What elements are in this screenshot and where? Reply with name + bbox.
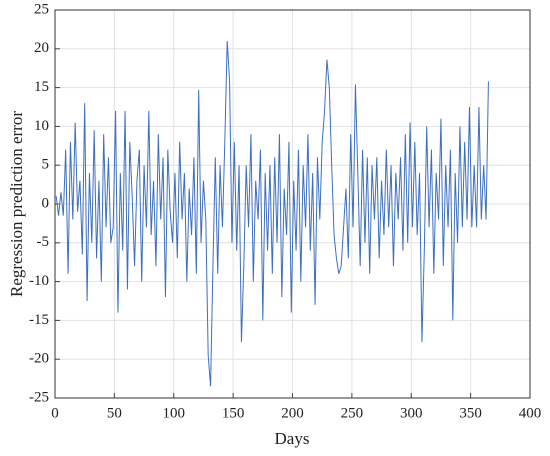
y-tick-label: -15 [29,312,49,328]
y-tick-label: 0 [42,195,50,211]
y-tick-label: 10 [34,118,49,134]
y-tick-label: -20 [29,351,49,367]
x-axis-label: Days [275,429,310,448]
y-tick-label: -5 [37,234,50,250]
x-tick-label: 50 [107,405,122,421]
x-tick-label: 300 [400,405,423,421]
data-line [55,41,489,387]
x-tick-label: 100 [163,405,186,421]
x-tick-label: 150 [222,405,245,421]
y-tick-label: -25 [29,389,49,405]
y-tick-label: 20 [34,40,49,56]
x-tick-label: 350 [459,405,482,421]
y-tick-label: 15 [34,79,49,95]
y-tick-label: 5 [42,157,50,173]
x-tick-label: 250 [341,405,364,421]
y-tick-label: -10 [29,273,49,289]
plot-frame [54,9,531,399]
x-tick-label: 0 [51,405,59,421]
x-tick-label: 400 [519,405,542,421]
y-tick-label: 25 [34,1,49,17]
y-axis-label: Regression prediction error [7,111,26,297]
x-tick-label: 200 [281,405,304,421]
